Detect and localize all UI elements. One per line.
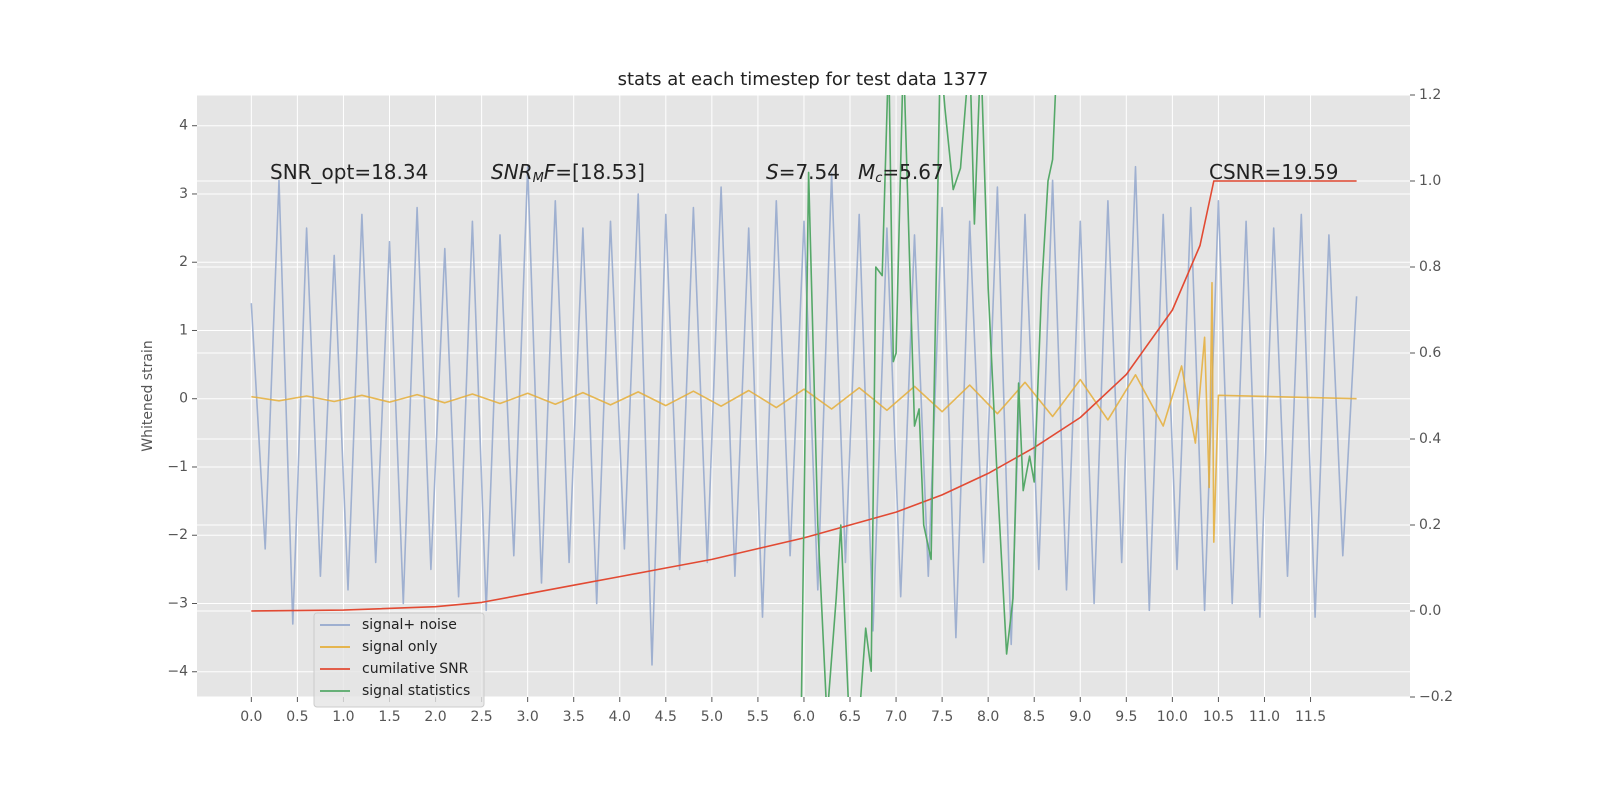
chart-title: stats at each timestep for test data 137… <box>618 69 989 90</box>
x-tick-label: 1.0 <box>332 709 354 725</box>
x-tick-label: 8.0 <box>977 709 999 725</box>
y2-tick-label: 1.0 <box>1419 173 1441 189</box>
y-tick-label: −4 <box>167 664 188 680</box>
annotation-part: c <box>875 171 882 186</box>
annotation-part: =5.67 <box>882 160 943 184</box>
annotation-part: S <box>766 160 779 184</box>
x-tick-label: 5.0 <box>701 709 723 725</box>
x-tick-label: 10.5 <box>1203 709 1234 725</box>
y2-tick-label: −0.2 <box>1419 689 1453 705</box>
x-tick-label: 4.0 <box>609 709 631 725</box>
annotation-part: =[18.53] <box>555 160 645 184</box>
annotation: S=7.54 <box>766 160 840 184</box>
legend-label: cumilative SNR <box>362 661 469 677</box>
y2-tick-label: 0.6 <box>1419 345 1441 361</box>
annotation: SNR_opt=18.34 <box>270 160 428 184</box>
y2-tick-label: 0.8 <box>1419 259 1441 275</box>
legend-label: signal only <box>362 639 437 655</box>
y-tick-label: 0 <box>179 391 188 407</box>
y-tick-label: −1 <box>167 459 188 475</box>
y-axis-label: Whitened strain <box>140 340 156 451</box>
annotation-part: CSNR=19.59 <box>1209 160 1339 184</box>
annotation: SNRMF=[18.53] <box>491 160 645 186</box>
annotations: SNR_opt=18.34 SNRMF=[18.53] S=7.54 Mc=5.67 C… <box>270 160 1339 186</box>
x-tick-label: 0.0 <box>240 709 262 725</box>
annotation-part: =7.54 <box>779 160 840 184</box>
x-tick-label: 11.0 <box>1249 709 1280 725</box>
annotation: CSNR=19.59 <box>1209 160 1339 184</box>
series-line <box>250 165 1358 666</box>
x-tick-label: 3.0 <box>517 709 539 725</box>
x-tick-label: 11.5 <box>1295 709 1326 725</box>
y-tick-label: 1 <box>179 322 188 338</box>
x-tick-label: 1.5 <box>378 709 400 725</box>
series-line <box>251 180 1357 612</box>
x-tick-label: 6.0 <box>793 709 815 725</box>
x-tick-label: 10.0 <box>1157 709 1188 725</box>
x-tick-label: 7.5 <box>931 709 953 725</box>
annotation: Mc=5.67 <box>858 160 944 186</box>
y2-tick-label: 0.0 <box>1419 603 1441 619</box>
y-tick-label: 4 <box>179 118 188 134</box>
y-tick-label: 3 <box>179 186 188 202</box>
y2-tick-label: 0.4 <box>1419 431 1441 447</box>
series-line <box>251 281 1357 543</box>
annotation-part: F <box>544 160 556 184</box>
x-tick-label: 9.0 <box>1069 709 1091 725</box>
annotation-part: SNR <box>491 160 533 184</box>
series-line <box>800 95 1057 697</box>
x-tick-label: 6.5 <box>839 709 861 725</box>
legend-label: signal+ noise <box>362 617 457 633</box>
x-tick-label: 9.5 <box>1115 709 1137 725</box>
y2-tick-label: 0.2 <box>1419 517 1441 533</box>
x-tick-label: 4.5 <box>655 709 677 725</box>
y-tick-label: −3 <box>167 595 188 611</box>
y-tick-label: 2 <box>179 254 188 270</box>
x-tick-label: 2.5 <box>470 709 492 725</box>
x-tick-label: 5.5 <box>747 709 769 725</box>
x-tick-label: 7.0 <box>885 709 907 725</box>
x-tick-label: 2.0 <box>424 709 446 725</box>
x-tick-label: 0.5 <box>286 709 308 725</box>
annotation-part: SNR_opt=18.34 <box>270 160 428 184</box>
legend: signal+ noise signal only cumilative SNR si… <box>313 612 485 708</box>
ticks: 0.0 0.5 1.0 1.5 2.0 2.5 3.0 3.5 4.0 4.5 5.0 5.5 6.0 6… <box>167 87 1453 725</box>
legend-label: signal statistics <box>362 683 470 699</box>
annotation-part: M <box>533 171 544 186</box>
x-tick-label: 3.5 <box>563 709 585 725</box>
series <box>250 95 1358 697</box>
annotation-part: M <box>858 160 875 184</box>
y2-tick-label: 1.2 <box>1419 87 1441 103</box>
x-tick-label: 8.5 <box>1023 709 1045 725</box>
y-tick-label: −2 <box>167 527 188 543</box>
legend-box <box>313 612 485 708</box>
